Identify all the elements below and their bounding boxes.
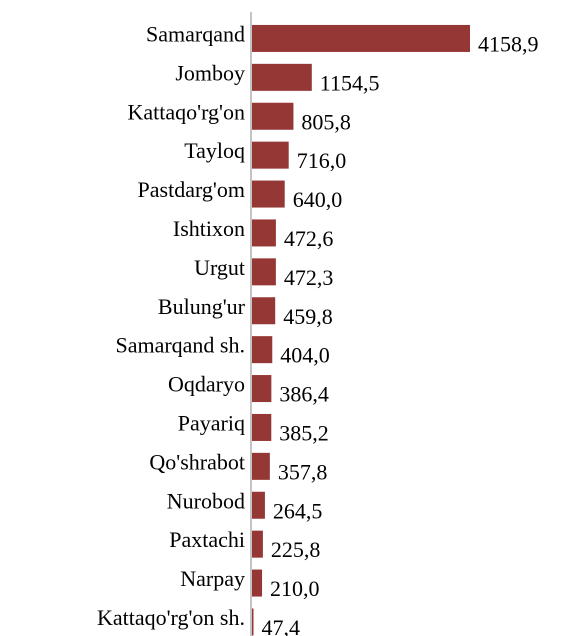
category-label: Ishtixon [173,216,245,241]
value-label: 1154,5 [320,70,380,95]
value-label: 225,8 [271,537,321,562]
value-label: 459,8 [283,304,333,329]
bar [252,24,470,52]
value-label: 264,5 [273,498,323,523]
bar [252,569,263,597]
bar [252,530,263,558]
category-label: Narpay [180,566,245,591]
bar [252,452,270,480]
category-label: Oqdaryo [168,372,245,397]
bar [252,102,294,130]
value-label: 386,4 [279,382,329,407]
category-label: Bulung'ur [158,294,246,319]
bar [252,336,273,364]
value-label: 640,0 [293,187,343,212]
value-label: 805,8 [301,109,351,134]
bar [252,375,272,403]
category-label: Pastdarg'om [138,177,245,202]
value-label: 716,0 [297,148,347,173]
value-label: 357,8 [278,459,328,484]
bar [252,141,289,169]
bar [252,63,312,91]
bar [252,413,272,441]
value-label: 210,0 [270,576,320,601]
bar [252,219,276,247]
category-label: Tayloq [184,138,245,163]
category-label: Paxtachi [169,527,245,552]
value-label: 4158,9 [478,31,539,56]
category-label: Nurobod [167,488,245,513]
category-label: Kattaqo'rg'on sh. [97,605,245,630]
category-label: Urgut [194,255,245,280]
value-label: 472,6 [284,226,334,251]
value-label: 472,3 [284,265,334,290]
bar [252,491,265,519]
category-label: Jomboy [175,60,245,85]
category-label: Qo'shrabot [149,449,245,474]
category-label: Samarqand sh. [115,333,245,358]
bar [252,608,254,636]
bar [252,297,276,325]
bar [252,258,276,286]
value-label: 47,4 [261,615,300,636]
category-label: Payariq [178,410,245,435]
category-label: Samarqand [146,21,245,46]
value-label: 404,0 [280,343,330,368]
bar [252,180,285,208]
category-label: Kattaqo'rg'on [128,99,246,124]
value-label: 385,2 [279,420,329,445]
